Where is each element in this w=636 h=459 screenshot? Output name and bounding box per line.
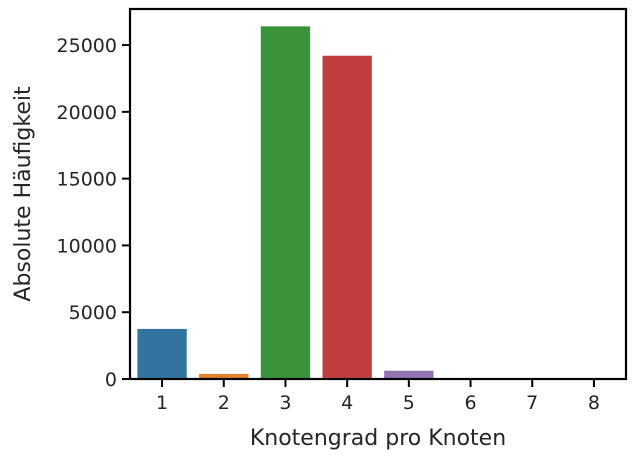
bar-4 xyxy=(322,55,372,379)
y-tick-label-20000: 20000 xyxy=(57,102,117,124)
y-tick-label-10000: 10000 xyxy=(57,235,117,257)
x-tick-label-2: 2 xyxy=(218,392,230,414)
y-tick-label-15000: 15000 xyxy=(57,169,117,191)
x-tick-label-3: 3 xyxy=(279,392,291,414)
y-tick-label-0: 0 xyxy=(105,369,117,391)
bars-group xyxy=(137,26,619,379)
bar-3 xyxy=(260,26,311,379)
x-tick-label-4: 4 xyxy=(341,392,353,414)
y-tick-label-25000: 25000 xyxy=(57,35,117,57)
bar-5 xyxy=(384,370,434,379)
x-tick-label-8: 8 xyxy=(588,392,600,414)
plot-frame xyxy=(128,7,628,381)
y-axis-ticks: 0 5000 10000 15000 20000 25000 xyxy=(57,35,130,391)
x-axis-label: Knotengrad pro Knoten xyxy=(250,426,506,451)
y-axis-label: Absolute Häufigkeit xyxy=(11,86,36,302)
x-tick-label-6: 6 xyxy=(464,392,476,414)
bar-1 xyxy=(137,328,187,379)
x-axis-ticks: 1 2 3 4 5 6 7 8 xyxy=(156,379,600,414)
bar-2 xyxy=(199,373,249,379)
x-tick-label-5: 5 xyxy=(403,392,415,414)
x-tick-label-7: 7 xyxy=(526,392,538,414)
y-tick-label-5000: 5000 xyxy=(69,302,117,324)
x-tick-label-1: 1 xyxy=(156,392,168,414)
